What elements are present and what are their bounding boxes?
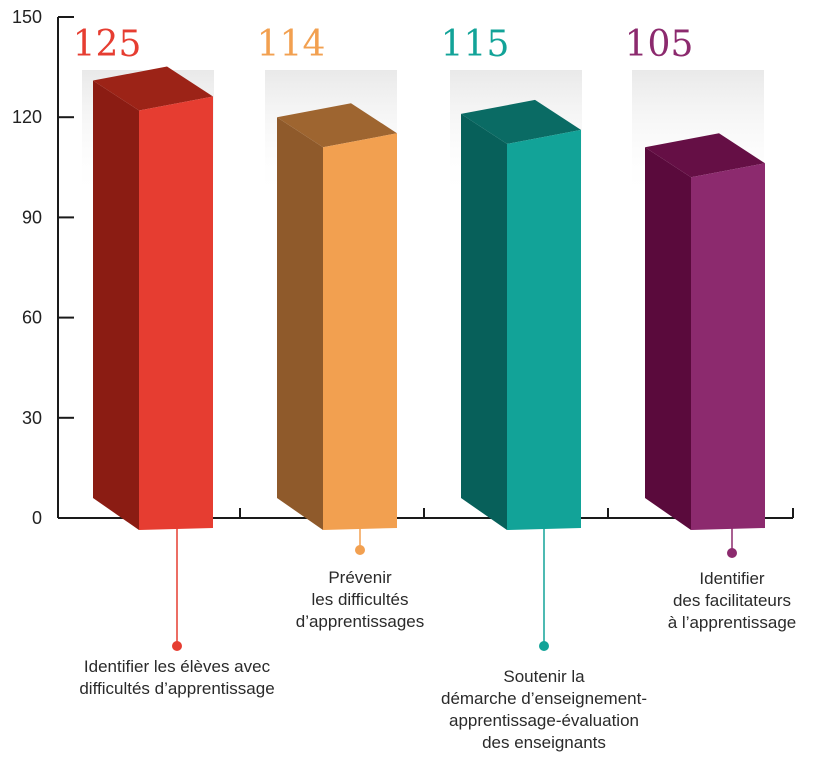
bar-side-face (277, 117, 323, 531)
y-tick-label: 150 (12, 7, 42, 27)
bar-front-face (507, 129, 581, 530)
y-tick-label: 30 (22, 408, 42, 428)
leader-marker (727, 548, 737, 558)
bar-front-face (139, 96, 213, 530)
bar-top-face (645, 133, 765, 178)
y-tick-label: 90 (22, 207, 42, 227)
category-label-line: à l’apprentissage (668, 613, 797, 632)
y-tick-label: 120 (12, 107, 42, 127)
bar-side-face (93, 80, 139, 530)
category-label-line: difficultés d’apprentissage (79, 679, 274, 698)
category-label-line: des enseignants (482, 733, 606, 752)
bar-value-label: 125 (73, 24, 142, 65)
bar-front-face (323, 133, 397, 531)
bar-front-face (691, 163, 765, 531)
bar-value-label: 105 (625, 24, 694, 65)
category-label-line: Prévenir (328, 568, 392, 587)
category-label-line: Identifier les élèves avec (84, 657, 271, 676)
category-label-line: apprentissage-évaluation (449, 711, 639, 730)
category-label-line: Soutenir la (503, 667, 585, 686)
leader-marker (172, 641, 182, 651)
y-tick-label: 60 (22, 308, 42, 328)
category-label-line: d’apprentissages (296, 612, 425, 631)
bar-value-label: 114 (257, 24, 326, 65)
category-label-line: Identifier (699, 569, 765, 588)
bar-top-face (461, 99, 581, 144)
bar-side-face (645, 147, 691, 531)
y-tick-label: 0 (32, 508, 42, 528)
category-label-line: les difficultés (311, 590, 408, 609)
bar-side-face (461, 113, 507, 531)
leader-marker (539, 641, 549, 651)
bar-top-face (277, 103, 397, 148)
category-label-line: des facilitateurs (673, 591, 791, 610)
leader-marker (355, 545, 365, 555)
category-label-line: démarche d’enseignement- (441, 689, 647, 708)
bar-value-label: 115 (441, 24, 510, 65)
bar-top-face (93, 66, 213, 111)
